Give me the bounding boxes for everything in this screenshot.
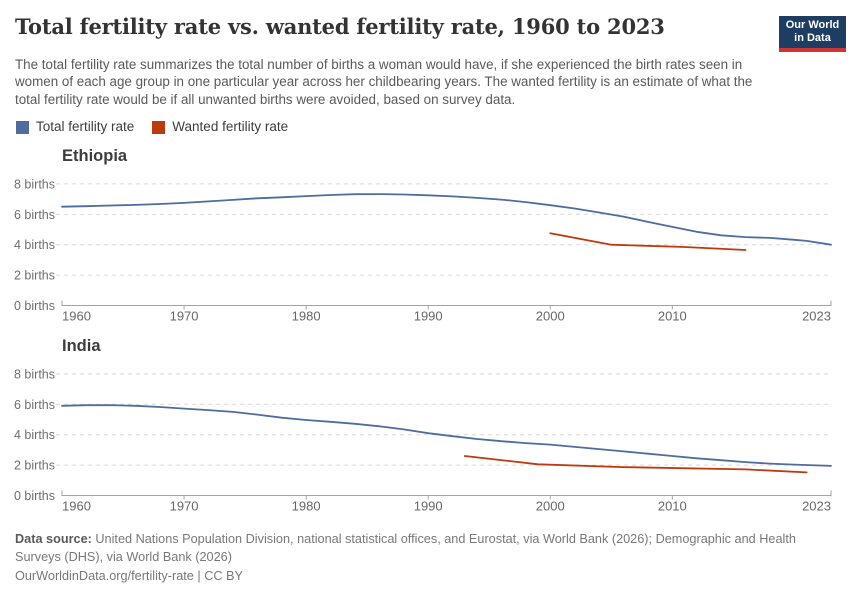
owid-logo-line1: Our World	[785, 19, 840, 31]
legend: Total fertility rate Wanted fertility ra…	[16, 120, 288, 134]
data-source-text: United Nations Population Division, nati…	[15, 532, 796, 564]
y-axis-tick-label: 8 births	[14, 177, 55, 191]
chart-line-total-fertility-rate	[61, 193, 832, 246]
x-axis-line	[61, 300, 832, 306]
owid-logo-line2: in Data	[794, 31, 831, 44]
y-axis-tick-label: 4 births	[14, 428, 55, 442]
x-axis-tick-label: 2000	[536, 499, 565, 514]
x-axis-tick-label: 2010	[658, 499, 687, 514]
y-axis-tick-label: 8 births	[14, 367, 55, 381]
page-title: Total fertility rate vs. wanted fertilit…	[15, 14, 665, 39]
owid-logo: Our World in Data	[779, 16, 846, 52]
y-axis-tick-label: 4 births	[14, 238, 55, 252]
y-axis-tick-label: 2 births	[14, 459, 55, 473]
y-axis-tick-label: 0 births	[14, 489, 55, 503]
legend-label-wanted-fertility: Wanted fertility rate	[172, 119, 289, 134]
owid-logo-red-bar	[779, 48, 846, 52]
chart-line-wanted-fertility-rate	[549, 232, 747, 251]
x-axis-tick-label: 2023	[802, 309, 831, 324]
legend-item-total-fertility: Total fertility rate	[16, 120, 134, 134]
x-axis-tick-label: 2023	[802, 499, 831, 514]
line-chart-ethiopia: 0 births 2 births 4 births 6 births 8 births…	[14, 177, 832, 324]
x-axis-tick-label: 2010	[658, 309, 687, 324]
y-axis-tick-label: 6 births	[14, 208, 55, 222]
chart-subtitle: The total fertility rate summarizes the …	[15, 57, 753, 107]
x-axis-tick-label: 1960	[62, 309, 91, 324]
y-axis-tick-label: 0 births	[14, 299, 55, 313]
line-chart-india: 0 births 2 births 4 births 6 births 8 births…	[14, 367, 832, 514]
x-axis-tick-label: 1990	[414, 309, 443, 324]
x-axis-tick-label: 1980	[292, 499, 321, 514]
legend-swatch-total-fertility	[16, 120, 29, 134]
y-axis-tick-label: 6 births	[14, 398, 55, 412]
x-axis-line	[61, 490, 832, 496]
chart-title-ethiopia: Ethiopia	[62, 147, 128, 165]
chart-line-wanted-fertility-rate	[463, 455, 808, 474]
chart-line-total-fertility-rate	[61, 404, 832, 467]
chart-title-india: India	[62, 337, 101, 355]
data-source-label: Data source:	[15, 532, 92, 546]
x-axis-tick-label: 1990	[414, 499, 443, 514]
x-axis-tick-label: 1970	[170, 309, 199, 324]
y-axis-tick-label: 2 births	[14, 269, 55, 283]
owid-logo-box: Our World in Data	[779, 16, 846, 48]
x-axis-tick-label: 2000	[536, 309, 565, 324]
x-axis-tick-label: 1970	[170, 499, 199, 514]
x-axis-tick-label: 1980	[292, 309, 321, 324]
footer-attribution: OurWorldinData.org/fertility-rate | CC B…	[15, 569, 243, 583]
legend-swatch-wanted-fertility	[152, 120, 166, 134]
x-axis-tick-label: 1960	[62, 499, 91, 514]
footer-data-source: Data source: United Nations Population D…	[15, 531, 829, 566]
legend-item-wanted-fertility: Wanted fertility rate	[152, 120, 288, 134]
legend-label-total-fertility: Total fertility rate	[36, 119, 135, 134]
